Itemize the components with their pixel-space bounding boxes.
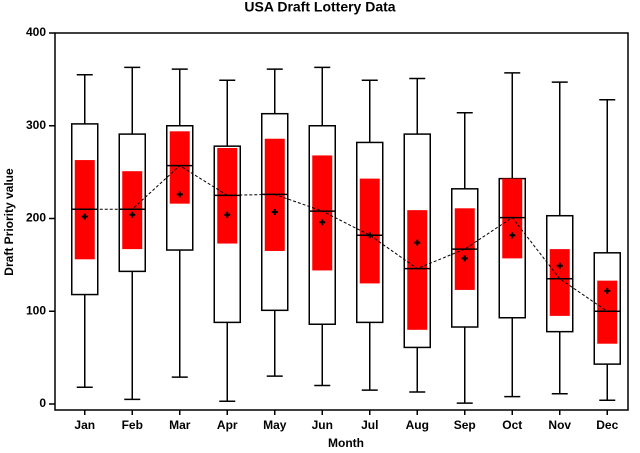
mean-marker <box>556 262 563 269</box>
x-tick-label: Nov <box>548 418 571 432</box>
x-tick-label: Mar <box>169 418 191 432</box>
mean-marker <box>319 219 326 226</box>
y-tick-label: 200 <box>26 211 46 225</box>
mean-marker <box>176 191 183 198</box>
confidence-interval <box>407 210 428 330</box>
confidence-interval <box>359 178 380 284</box>
confidence-interval <box>312 155 333 271</box>
x-axis-label: Month <box>328 436 364 450</box>
x-tick-label: Oct <box>502 418 522 432</box>
mean-marker <box>81 213 88 220</box>
y-tick-label: 100 <box>26 303 46 317</box>
mean-marker <box>509 232 516 239</box>
y-tick-label: 400 <box>26 25 46 39</box>
x-tick-label: Jan <box>74 418 95 432</box>
x-tick-label: May <box>263 418 287 432</box>
confidence-interval <box>502 178 523 259</box>
confidence-interval <box>122 171 143 250</box>
mean-marker <box>461 255 468 262</box>
mean-marker <box>271 209 278 216</box>
plot-frame <box>54 32 629 411</box>
x-tick-label: Dec <box>596 418 618 432</box>
mean-marker <box>604 287 611 294</box>
x-tick-label: Aug <box>406 418 429 432</box>
chart-title: USA Draft Lottery Data <box>244 0 395 15</box>
mean-marker <box>224 211 231 218</box>
x-tick-label: Jul <box>361 418 378 432</box>
confidence-interval <box>597 280 618 344</box>
x-tick-label: Sep <box>454 418 476 432</box>
y-axis-label: Draft Priority value <box>2 168 16 276</box>
y-tick-label: 300 <box>26 118 46 132</box>
x-tick-label: Feb <box>122 418 143 432</box>
x-tick-label: Jun <box>312 418 333 432</box>
y-tick-label: 0 <box>39 396 46 410</box>
x-tick-label: Apr <box>217 418 238 432</box>
median-line <box>84 165 608 312</box>
mean-marker <box>129 211 136 218</box>
mean-marker <box>366 232 373 239</box>
confidence-interval <box>169 131 190 204</box>
mean-marker <box>414 239 421 246</box>
confidence-interval <box>549 249 570 316</box>
